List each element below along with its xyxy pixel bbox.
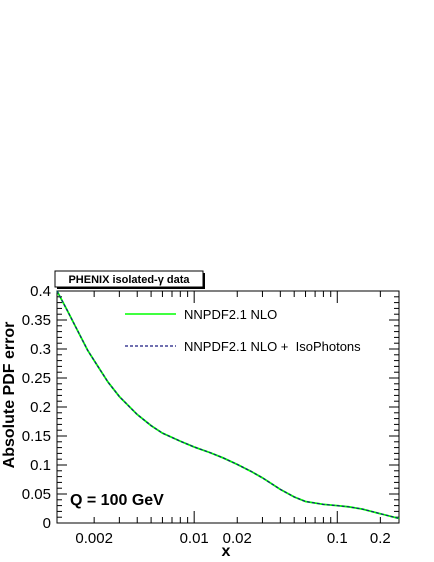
- legend-label-nnpdf21-nlo: NNPDF2.1 NLO: [184, 307, 277, 322]
- y-tick-label: 0.2: [30, 399, 51, 416]
- x-axis-ticks: 0.002 0.01 0.02 0.1 0.2: [75, 291, 391, 547]
- y-tick-label: 0.25: [22, 370, 51, 387]
- y-axis-ticks: 0 0.05 0.1 0.15 0.2 0.25 0.3 0.35 0.4: [22, 283, 399, 532]
- series-layer: [56, 290, 400, 520]
- chart-title: PHENIX isolated-γ data: [68, 274, 190, 286]
- chart-title-box: PHENIX isolated-γ data: [54, 270, 205, 289]
- y-tick-label: 0.35: [22, 312, 51, 329]
- x-tick-label: 0.2: [370, 530, 391, 547]
- energy-scale-annotation: Q = 100 GeV: [70, 492, 164, 509]
- title-box-frame: [54, 270, 204, 288]
- x-tick-label: 0.01: [180, 530, 209, 547]
- y-tick-label: 0.05: [22, 486, 51, 503]
- y-tick-label: 0.1: [30, 457, 51, 474]
- y-tick-label: 0.4: [30, 283, 51, 300]
- plot-frame: [56, 290, 400, 524]
- y-axis-title: Absolute PDF error: [1, 322, 18, 469]
- x-axis-title: x: [222, 543, 231, 560]
- x-tick-label: 0.002: [75, 530, 113, 547]
- series-line-nnpdf21-nlo: [56, 290, 400, 520]
- legend: NNPDF2.1 NLO NNPDF2.1 NLO + IsoPhotons: [125, 307, 361, 354]
- legend-label-nnpdf21-nlo-isophotons: NNPDF2.1 NLO + IsoPhotons: [184, 339, 361, 354]
- y-tick-label: 0: [43, 515, 51, 532]
- x-tick-label: 0.1: [327, 530, 348, 547]
- x-tick-label: 0.02: [223, 530, 252, 547]
- y-tick-label: 0.3: [30, 341, 51, 358]
- series-line-nnpdf21-nlo-isophotons: [56, 290, 400, 519]
- y-tick-label: 0.15: [22, 428, 51, 445]
